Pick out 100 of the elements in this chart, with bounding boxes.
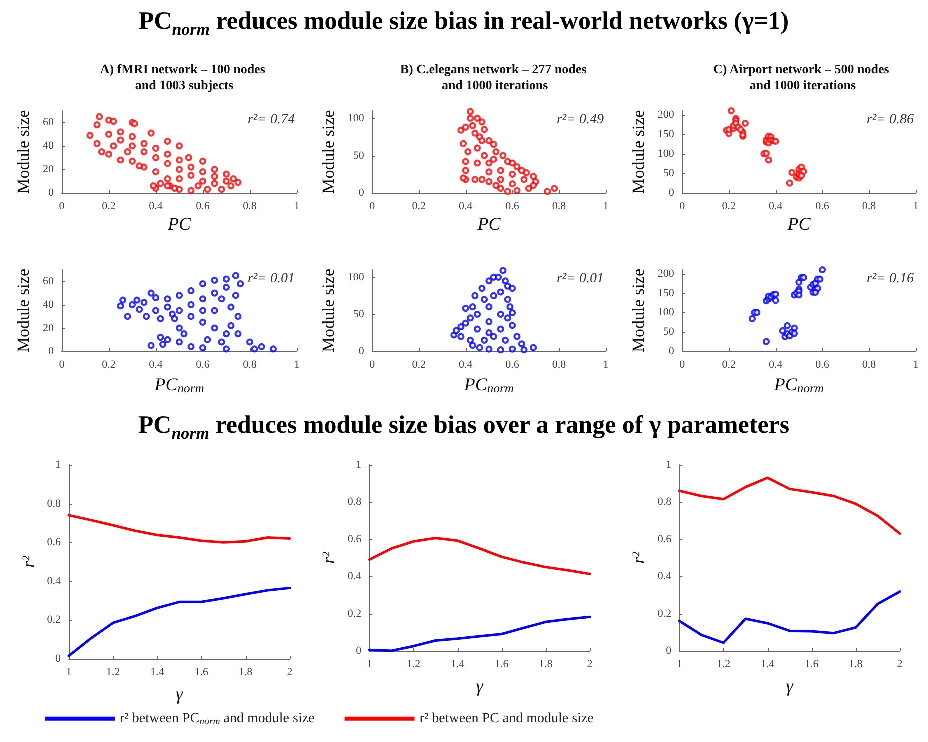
y-axis-title: Module size [629, 268, 648, 353]
x-tick-label: 0.2 [102, 359, 116, 372]
x-tick-label: 0.4 [458, 200, 474, 213]
y-tick-label: 50 [353, 308, 365, 320]
x-tick-label: 1.6 [494, 658, 510, 670]
y-tick-label: 0 [668, 187, 675, 200]
x-tick-label: 0 [370, 359, 376, 372]
x-axis-title: PC [786, 214, 812, 234]
y-tick-label: 50 [663, 326, 675, 338]
x-tick-label: 0.8 [862, 359, 877, 372]
x-tick-label: 0.6 [196, 200, 210, 213]
annotation: r²= 0.01 [248, 272, 295, 286]
x-tick-label: 1 [294, 200, 300, 213]
x-tick-label: 1.8 [238, 666, 254, 678]
x-tick-label: 0.4 [149, 200, 164, 213]
x-tick-label: 1 [603, 359, 609, 372]
y-axis-title: r² [629, 551, 648, 564]
x-tick-label: 0.6 [816, 359, 830, 372]
x-tick-label: 1.8 [849, 658, 864, 670]
y-tick-label: 1 [356, 459, 362, 471]
y-tick-label: 0.4 [47, 575, 62, 588]
x-axis-title: γ [786, 676, 794, 696]
y-tick-label: 40 [43, 140, 54, 152]
x-tick-label: 0.8 [243, 359, 258, 372]
y-tick-label: 0.8 [348, 496, 362, 508]
y-axis-title: Module size [14, 110, 33, 194]
x-tick-label: 1 [294, 359, 300, 372]
x-tick-label: 0.2 [102, 200, 116, 213]
y-tick-label: 0 [358, 346, 365, 358]
y-tick-label: 100 [348, 112, 365, 124]
x-tick-label: 0.2 [412, 359, 426, 372]
x-axis-title: PC [166, 214, 192, 234]
y-tick-label: 0 [48, 187, 54, 200]
y-tick-label: 0 [48, 346, 54, 358]
annotation: r²= 0.01 [556, 272, 604, 286]
y-tick-label: 1 [56, 459, 61, 471]
x-tick-label: 1 [913, 359, 919, 372]
y-tick-label: 100 [658, 148, 675, 160]
y-axis-title: Module size [14, 268, 33, 353]
y-tick-label: 60 [43, 116, 54, 129]
y-tick-label: 0.6 [47, 536, 62, 549]
y-tick-label: 1 [666, 459, 672, 471]
x-tick-label: 0.6 [816, 200, 830, 213]
x-tick-label: 1.8 [539, 658, 554, 670]
y-tick-label: 0.8 [658, 496, 672, 508]
y-tick-label: 60 [43, 276, 54, 288]
y-axis-title: r² [19, 555, 38, 568]
x-tick-label: 1 [66, 666, 72, 678]
y-tick-label: 0 [358, 187, 365, 200]
x-tick-label: 1.4 [760, 658, 776, 670]
y-tick-label: 100 [658, 306, 675, 319]
chart-title: C) Airport network – 500 nodes and 1000 iterations [713, 62, 893, 92]
y-tick-label: 0.2 [348, 608, 362, 620]
x-tick-label: 1 [676, 658, 682, 670]
annotation: r²= 0.74 [248, 112, 295, 128]
legend-label: r² between PC and module size [420, 711, 594, 726]
x-tick-label: 2 [587, 658, 593, 670]
x-tick-label: 0.4 [149, 359, 164, 372]
y-tick-label: 0.4 [658, 570, 672, 583]
x-tick-label: 0.8 [552, 200, 567, 213]
y-tick-label: 200 [658, 108, 675, 121]
x-tick-label: 0.4 [768, 359, 784, 372]
x-axis-title: γ [176, 684, 184, 704]
x-tick-label: 0 [680, 200, 686, 213]
y-tick-label: 0.2 [47, 614, 61, 626]
x-tick-label: 1.6 [804, 658, 820, 670]
x-tick-label: 1 [366, 658, 372, 670]
x-tick-label: 1.4 [150, 666, 165, 678]
y-tick-label: 50 [663, 168, 675, 180]
annotation: r²= 0.86 [866, 112, 914, 128]
x-tick-label: 1.6 [194, 666, 209, 678]
y-tick-label: 20 [43, 164, 54, 176]
x-tick-label: 1 [603, 200, 609, 213]
y-axis-title: r² [319, 551, 338, 564]
x-tick-label: 0 [370, 200, 376, 213]
y-tick-label: 150 [658, 287, 675, 300]
chart-subtitle: A) fMRI network – 100 nodes and 1003 subjects [100, 62, 269, 92]
y-tick-label: 40 [43, 298, 54, 311]
y-axis-title: Module size [319, 110, 338, 194]
x-axis-title: γ [476, 676, 484, 696]
y-tick-label: 0.8 [47, 498, 62, 510]
x-tick-label: 0.4 [458, 359, 474, 372]
y-tick-label: 0.6 [658, 533, 672, 546]
x-tick-label: 0.4 [768, 200, 784, 213]
x-tick-label: 0.6 [506, 359, 520, 372]
x-tick-label: 0 [680, 359, 686, 372]
y-axis-title: Module size [629, 110, 648, 194]
y-tick-label: 20 [43, 322, 54, 334]
y-tick-label: 0 [356, 645, 362, 657]
x-tick-label: 1.2 [716, 658, 731, 670]
x-tick-label: 2 [287, 666, 293, 678]
y-tick-label: 0.6 [348, 533, 362, 546]
x-tick-label: 1 [913, 200, 919, 213]
x-tick-label: 0.2 [412, 200, 426, 213]
text: PC$_{norm}$ reduces module size bias over a range of γ parameters [137, 412, 791, 444]
x-tick-label: 1.4 [450, 658, 466, 670]
x-tick-label: 0.6 [196, 359, 210, 372]
y-tick-label: 0 [666, 645, 672, 657]
x-tick-label: 2 [897, 658, 903, 670]
x-tick-label: 0.8 [243, 200, 258, 213]
